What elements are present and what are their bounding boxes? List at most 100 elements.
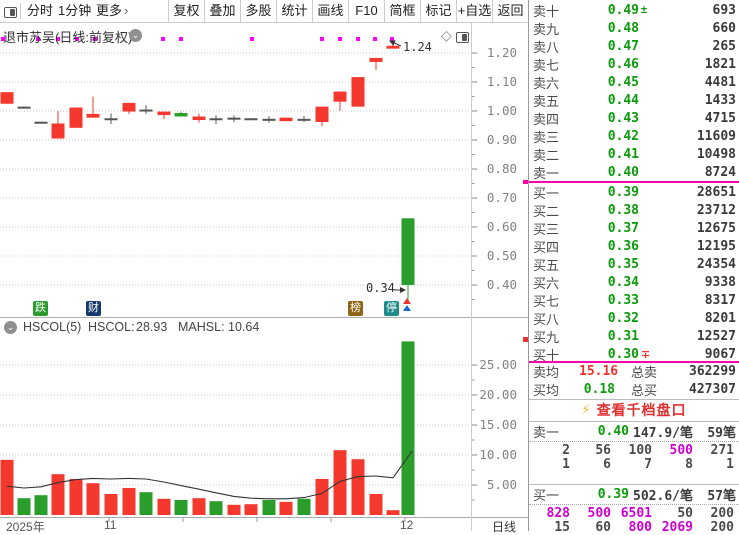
tab-more[interactable]: 更多 [96,3,123,18]
button-back[interactable]: 返回 [492,0,529,22]
bid-row-10-label: 买十 [533,348,560,363]
pane-toggle-icon[interactable] [456,32,469,43]
main-chart-svg: 1.20 1.10 1.00 0.90 0.80 0.70 0.60 0.50 0.40 25.0… [0,22,528,531]
ask1-detail-queue-row-2: 1 6 7 8 1 [529,458,739,472]
bid-row-1-volume: 28651 [696,185,736,200]
ask-row-9[interactable]: 卖九 0.48 660 [529,19,739,37]
bid-row-1-price: 0.39 [607,185,639,200]
event-badge-icon[interactable]: 跌 [33,301,48,316]
indicator-name[interactable]: HSCOL(5) [23,320,82,334]
bid-row-6[interactable]: 买六 0.34 9338 [529,274,739,292]
volume-axis-label: 20.00 [479,387,517,402]
title-dropdown-icon[interactable]: ⌄ [129,29,142,42]
tab-1min[interactable]: 1分钟 [58,3,92,18]
bid-row-4[interactable]: 买四 0.36 12195 [529,238,739,256]
event-dot [56,37,60,41]
x-axis-month-label-11: 11 [104,518,117,532]
candle-body [104,118,118,121]
ask1-detail-header[interactable]: 卖一 0.40 147.9/笔 59笔 [529,423,739,441]
total-value: 362299 [689,364,736,379]
ask-row-1-volume: 8724 [704,165,736,181]
bid-row-1-label: 买一 [533,186,560,201]
event-badge-icon[interactable]: 榜 [348,301,363,316]
bid1-detail-header[interactable]: 买一 0.39 502.6/笔 57笔 [529,486,739,504]
event-badge-icon[interactable]: 财 [86,301,101,316]
volume-axis-label: 25.00 [479,357,517,372]
button-overlay[interactable]: 叠加 [204,0,240,22]
ask-row-3[interactable]: 卖三 0.42 11609 [529,128,739,146]
bid-row-8[interactable]: 买八 0.32 8201 [529,310,739,328]
queue-value: 6501 [620,505,652,521]
view-thousand-levels-button[interactable]: ⚡ 查看千档盘口 [529,400,739,420]
tab-minute-chart[interactable]: 分时 [27,3,54,18]
ask-row-10-volume: 693 [712,2,736,18]
button-add-watchlist[interactable]: +自选 [456,0,492,22]
ask-row-2-volume: 10498 [696,147,736,163]
ask-row-5-volume: 1433 [704,93,736,108]
bid1-detail-dotted-divider [529,504,739,505]
ask-row-7[interactable]: 卖七 0.46 1821 [529,55,739,73]
ask-row-9-label: 卖九 [533,21,560,37]
ask-row-9-volume: 660 [712,20,736,36]
bid-row-7-volume: 8317 [704,293,736,308]
lightning-icon: ⚡ [581,402,591,417]
ask-row-8[interactable]: 卖八 0.47 265 [529,37,739,55]
volume-bar [122,488,136,515]
event-badge-icon[interactable]: 停 [384,301,399,316]
ask-row-4[interactable]: 卖四 0.43 4715 [529,110,739,128]
section-divider [529,484,739,485]
bid-row-7[interactable]: 买七 0.33 8317 [529,292,739,310]
layout-pane-icon[interactable] [4,7,17,18]
bid-row-9[interactable]: 买九 0.31 12527 [529,328,739,346]
button-simple-frame[interactable]: 简框 [384,0,420,22]
ask-row-2[interactable]: 卖二 0.41 10498 [529,146,739,164]
bid-row-5[interactable]: 买五 0.35 24354 [529,256,739,274]
ask-row-1[interactable]: 卖一 0.40 8724 [529,164,739,182]
indicator-dropdown-icon[interactable]: ⌄ [4,321,17,334]
ask-row-10[interactable]: 卖十 0.49 ±693 [529,1,739,19]
bid-row-2[interactable]: 买二 0.38 23712 [529,202,739,220]
queue-value: 8 [685,457,693,472]
bid-row-1[interactable]: 买一 0.39 28651 [529,184,739,202]
candle-body [139,109,153,112]
bid-row-3[interactable]: 买三 0.37 12675 [529,220,739,238]
bid-row-8-label: 买八 [533,312,560,327]
ask-row-4-volume: 4715 [704,111,736,127]
event-dot [338,37,342,41]
ask-row-6[interactable]: 卖六 0.45 4481 [529,73,739,91]
volume-bar [0,459,14,515]
queue-value: 6 [603,457,611,472]
bid-row-4-label: 买四 [533,240,560,255]
candle-body [0,92,14,104]
avg-label: 卖均 [533,365,560,380]
button-f10[interactable]: F10 [348,0,384,22]
bid-row-2-label: 买二 [533,204,560,219]
event-dot [356,37,360,41]
bid-row-5-price: 0.35 [607,257,639,272]
price-axis-label: 0.80 [487,161,517,176]
annotation-arrow [389,40,402,47]
button-mark[interactable]: 标记 [420,0,456,22]
ask-row-8-volume: 265 [712,38,736,54]
volume-bar [86,483,100,515]
bid1-detail-per-trade: 502.6/笔 [633,489,693,504]
button-multi-stock[interactable]: 多股 [240,0,276,22]
bid-row-10[interactable]: 买十 0.30 ∓ 9067 [529,346,739,364]
ask-row-5[interactable]: 卖五 0.44 1433 [529,92,739,110]
candle-body [297,118,311,121]
indicator-value2-label: MAHSL: [178,320,225,334]
button-draw-line[interactable]: 画线 [312,0,348,22]
ask-row-3-price: 0.42 [607,129,639,145]
bid1-detail-price: 0.39 [597,487,629,502]
button-fuquan[interactable]: 复权 [168,0,204,22]
avg-label: 买均 [533,382,560,398]
ask1-detail-label: 卖一 [533,425,560,440]
period-label[interactable]: 日线 [492,520,517,534]
volume-bar [351,459,365,515]
sell-average-row: 卖均 15.16 总卖 362299 [529,363,739,380]
queue-value: 1 [726,457,734,472]
ask-row-7-label: 卖七 [533,57,560,73]
button-stats[interactable]: 统计 [276,0,312,22]
total-label: 总卖 [631,365,658,380]
diamond-icon[interactable]: ◇ [441,27,452,43]
